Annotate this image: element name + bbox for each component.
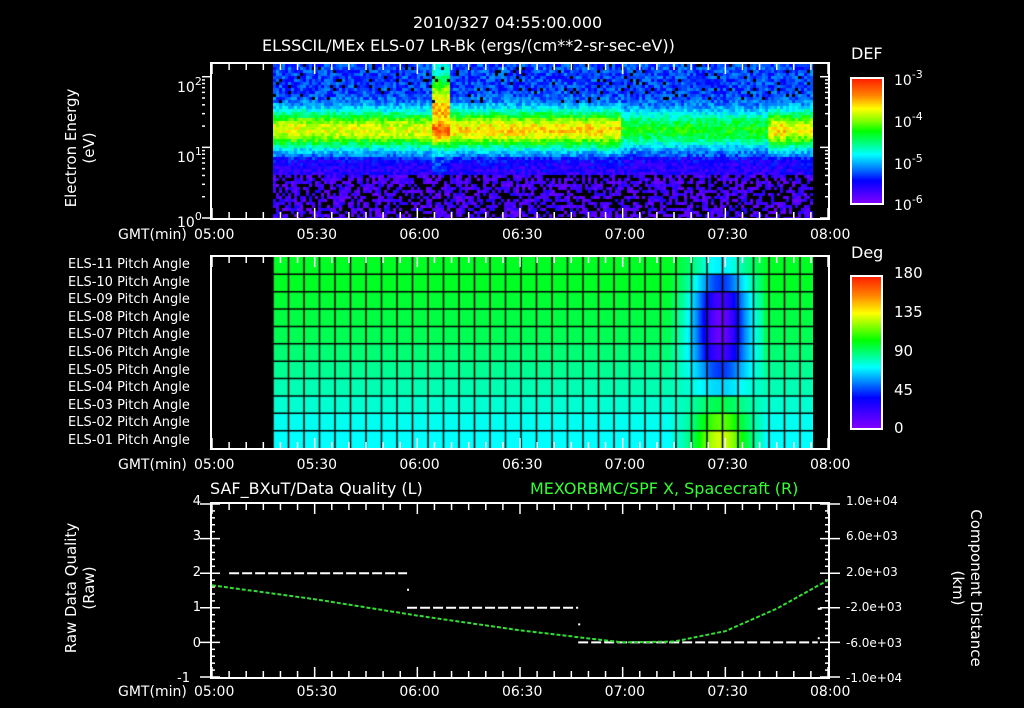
pitch-angle-row-label: ELS-07 Pitch Angle xyxy=(68,327,190,343)
def-colorbar-tick-1e-6: 10-6 xyxy=(894,193,923,214)
panel3-title-right: MEXORBMC/SPF X, Spacecraft (R) xyxy=(530,479,799,498)
xtick-label: 08:00 xyxy=(810,684,851,700)
panel1-ytick-100: 102 xyxy=(177,75,202,96)
xtick-label: 06:30 xyxy=(502,684,543,700)
pitch-angle-row-label: ELS-09 Pitch Angle xyxy=(68,292,190,308)
left-ytick-label: 4 xyxy=(192,494,201,509)
xtick-label: 05:00 xyxy=(194,457,235,473)
xtick-label: 05:30 xyxy=(296,684,338,700)
def-colorbar-tick-1e-4: 10-4 xyxy=(894,110,923,131)
xtick-label: 07:00 xyxy=(604,227,646,243)
pitch-angle-row-label: ELS-08 Pitch Angle xyxy=(68,309,190,325)
pitch-angle-row-label: ELS-04 Pitch Angle xyxy=(68,380,190,396)
deg-tick-180: 180 xyxy=(894,264,923,282)
deg-colorbar-title: Deg xyxy=(851,243,884,262)
plot-subtitle: ELSSCIL/MEx ELS-07 LR-Bk (ergs/(cm**2-sr… xyxy=(262,36,675,55)
panel3-title-left: SAF_BXuT/Data Quality (L) xyxy=(210,479,423,498)
xtick-label: 07:30 xyxy=(707,457,748,473)
panel3-ylabel-left-line2: (Raw) xyxy=(80,566,98,610)
deg-tick-45: 45 xyxy=(894,381,914,399)
pitch-angle-row-label: ELS-06 Pitch Angle xyxy=(68,345,190,360)
right-ytick-label: -2.0e+03 xyxy=(846,600,903,615)
panel1-xlabel: GMT(min) xyxy=(118,227,187,243)
panel1-ytick-10: 101 xyxy=(177,145,202,166)
def-colorbar-tick-1e-3: 10-3 xyxy=(894,68,923,89)
xtick-label: 08:00 xyxy=(810,457,851,473)
deg-tick-90: 90 xyxy=(894,342,914,360)
xtick-label: 07:00 xyxy=(604,457,646,473)
def-colorbar xyxy=(850,77,884,205)
xtick-label: 06:30 xyxy=(502,227,543,243)
pitch-angle-row-label: ELS-05 Pitch Angle xyxy=(68,362,190,378)
deg-colorbar xyxy=(850,275,883,430)
panel1-ylabel-line2: (eV) xyxy=(80,132,98,164)
xtick-label: 07:30 xyxy=(707,684,748,700)
right-ytick-label: -1.0e+04 xyxy=(846,671,903,685)
pitch-angle-row-label: ELS-02 Pitch Angle xyxy=(68,415,190,431)
left-ytick-label: 1 xyxy=(192,600,201,616)
xtick-label: 05:30 xyxy=(296,227,338,243)
panel3-ylabel-right: Component Distance (km) xyxy=(949,488,985,688)
right-ytick-label: -6.0e+03 xyxy=(846,635,903,650)
pitch-angle-row-label: ELS-03 Pitch Angle xyxy=(68,397,190,413)
def-colorbar-title: DEF xyxy=(851,44,883,63)
panel3-ylabel-left-line1: Raw Data Quality xyxy=(62,522,80,654)
pitch-angle-row-label: ELS-01 Pitch Angle xyxy=(68,433,190,448)
pitch-angle-row-label: ELS-10 Pitch Angle xyxy=(68,274,190,290)
panel1-ytick-1: 100 xyxy=(177,210,202,231)
right-ytick-label: 1.0e+04 xyxy=(846,494,898,508)
left-ytick-label: 2 xyxy=(192,564,201,580)
spectrogram-plot xyxy=(202,62,830,220)
right-ytick-label: 2.0e+03 xyxy=(846,564,898,579)
right-ytick-label: 6.0e+03 xyxy=(846,529,898,544)
panel1-ylabel-line1: Electron Energy xyxy=(62,88,80,208)
panel2-xlabel: GMT(min) xyxy=(118,457,187,473)
xtick-label: 05:30 xyxy=(296,457,338,473)
pitch-angle-plot xyxy=(210,255,830,450)
xtick-label: 07:30 xyxy=(707,227,748,243)
panel3-ylabel-right-line1: Component Distance xyxy=(967,509,985,667)
left-ytick-label: -1 xyxy=(177,671,190,686)
line-plot xyxy=(200,502,840,679)
xtick-label: 06:00 xyxy=(399,457,440,473)
xtick-label: 05:00 xyxy=(194,227,235,243)
plot-timestamp: 2010/327 04:55:00.000 xyxy=(413,13,603,32)
def-colorbar-tick-1e-5: 10-5 xyxy=(894,152,923,173)
panel3-ylabel-left: Raw Data Quality (Raw) xyxy=(62,488,98,688)
pitch-angle-row-label: ELS-11 Pitch Angle xyxy=(68,257,190,272)
left-ytick-label: 3 xyxy=(192,529,201,545)
panel3-ylabel-right-line2: (km) xyxy=(949,570,967,606)
left-ytick-label: 0 xyxy=(192,635,201,651)
panel3-xlabel: GMT(min) xyxy=(118,684,187,700)
deg-tick-0: 0 xyxy=(894,419,904,437)
xtick-label: 06:00 xyxy=(399,684,440,700)
xtick-label: 06:00 xyxy=(399,227,440,243)
xtick-label: 06:30 xyxy=(502,457,543,473)
panel1-ylabel: Electron Energy (eV) xyxy=(62,48,98,248)
deg-tick-135: 135 xyxy=(894,303,923,321)
xtick-label: 07:00 xyxy=(604,684,646,700)
xtick-label: 05:00 xyxy=(194,684,235,700)
xtick-label: 08:00 xyxy=(810,227,851,243)
